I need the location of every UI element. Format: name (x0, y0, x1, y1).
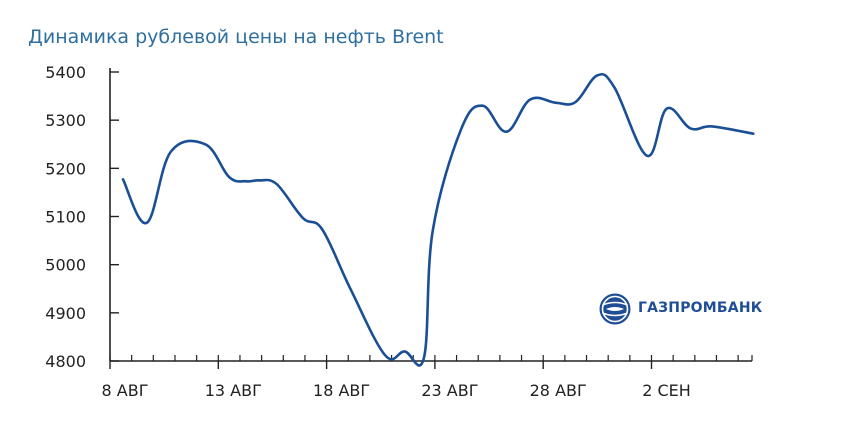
x-tick-label: 18 АВГ (313, 381, 370, 400)
x-tick-label: 28 АВГ (530, 381, 587, 400)
y-tick-label: 5300 (45, 111, 86, 130)
logo-text: ГАЗПРОМБАНК (638, 300, 763, 316)
x-tick-label: 2 СЕН (642, 381, 691, 400)
y-tick-label: 5200 (45, 159, 86, 178)
x-axis-ticks: 8 АВГ 13 АВГ 18 АВГ 23 АВГ 28 АВГ 2 СЕН (102, 355, 753, 400)
y-tick-label: 4900 (45, 304, 86, 323)
y-tick-label: 4800 (45, 352, 86, 371)
y-tick-label: 5100 (45, 208, 86, 227)
x-tick-label: 23 АВГ (421, 381, 478, 400)
y-tick-label: 5000 (45, 256, 86, 275)
series-line (121, 72, 755, 367)
gazprombank-globe-icon (599, 293, 631, 325)
y-tick-label: 5400 (45, 63, 86, 82)
gazprombank-logo: ГАЗПРОМБАНК (598, 292, 762, 326)
x-tick-label: 13 АВГ (205, 381, 262, 400)
chart-title: Динамика рублевой цены на нефть Brent (28, 26, 444, 48)
y-axis-ticks: 5400 5300 5200 5100 5000 4900 4800 (45, 63, 119, 371)
x-tick-label: 8 АВГ (102, 381, 149, 400)
